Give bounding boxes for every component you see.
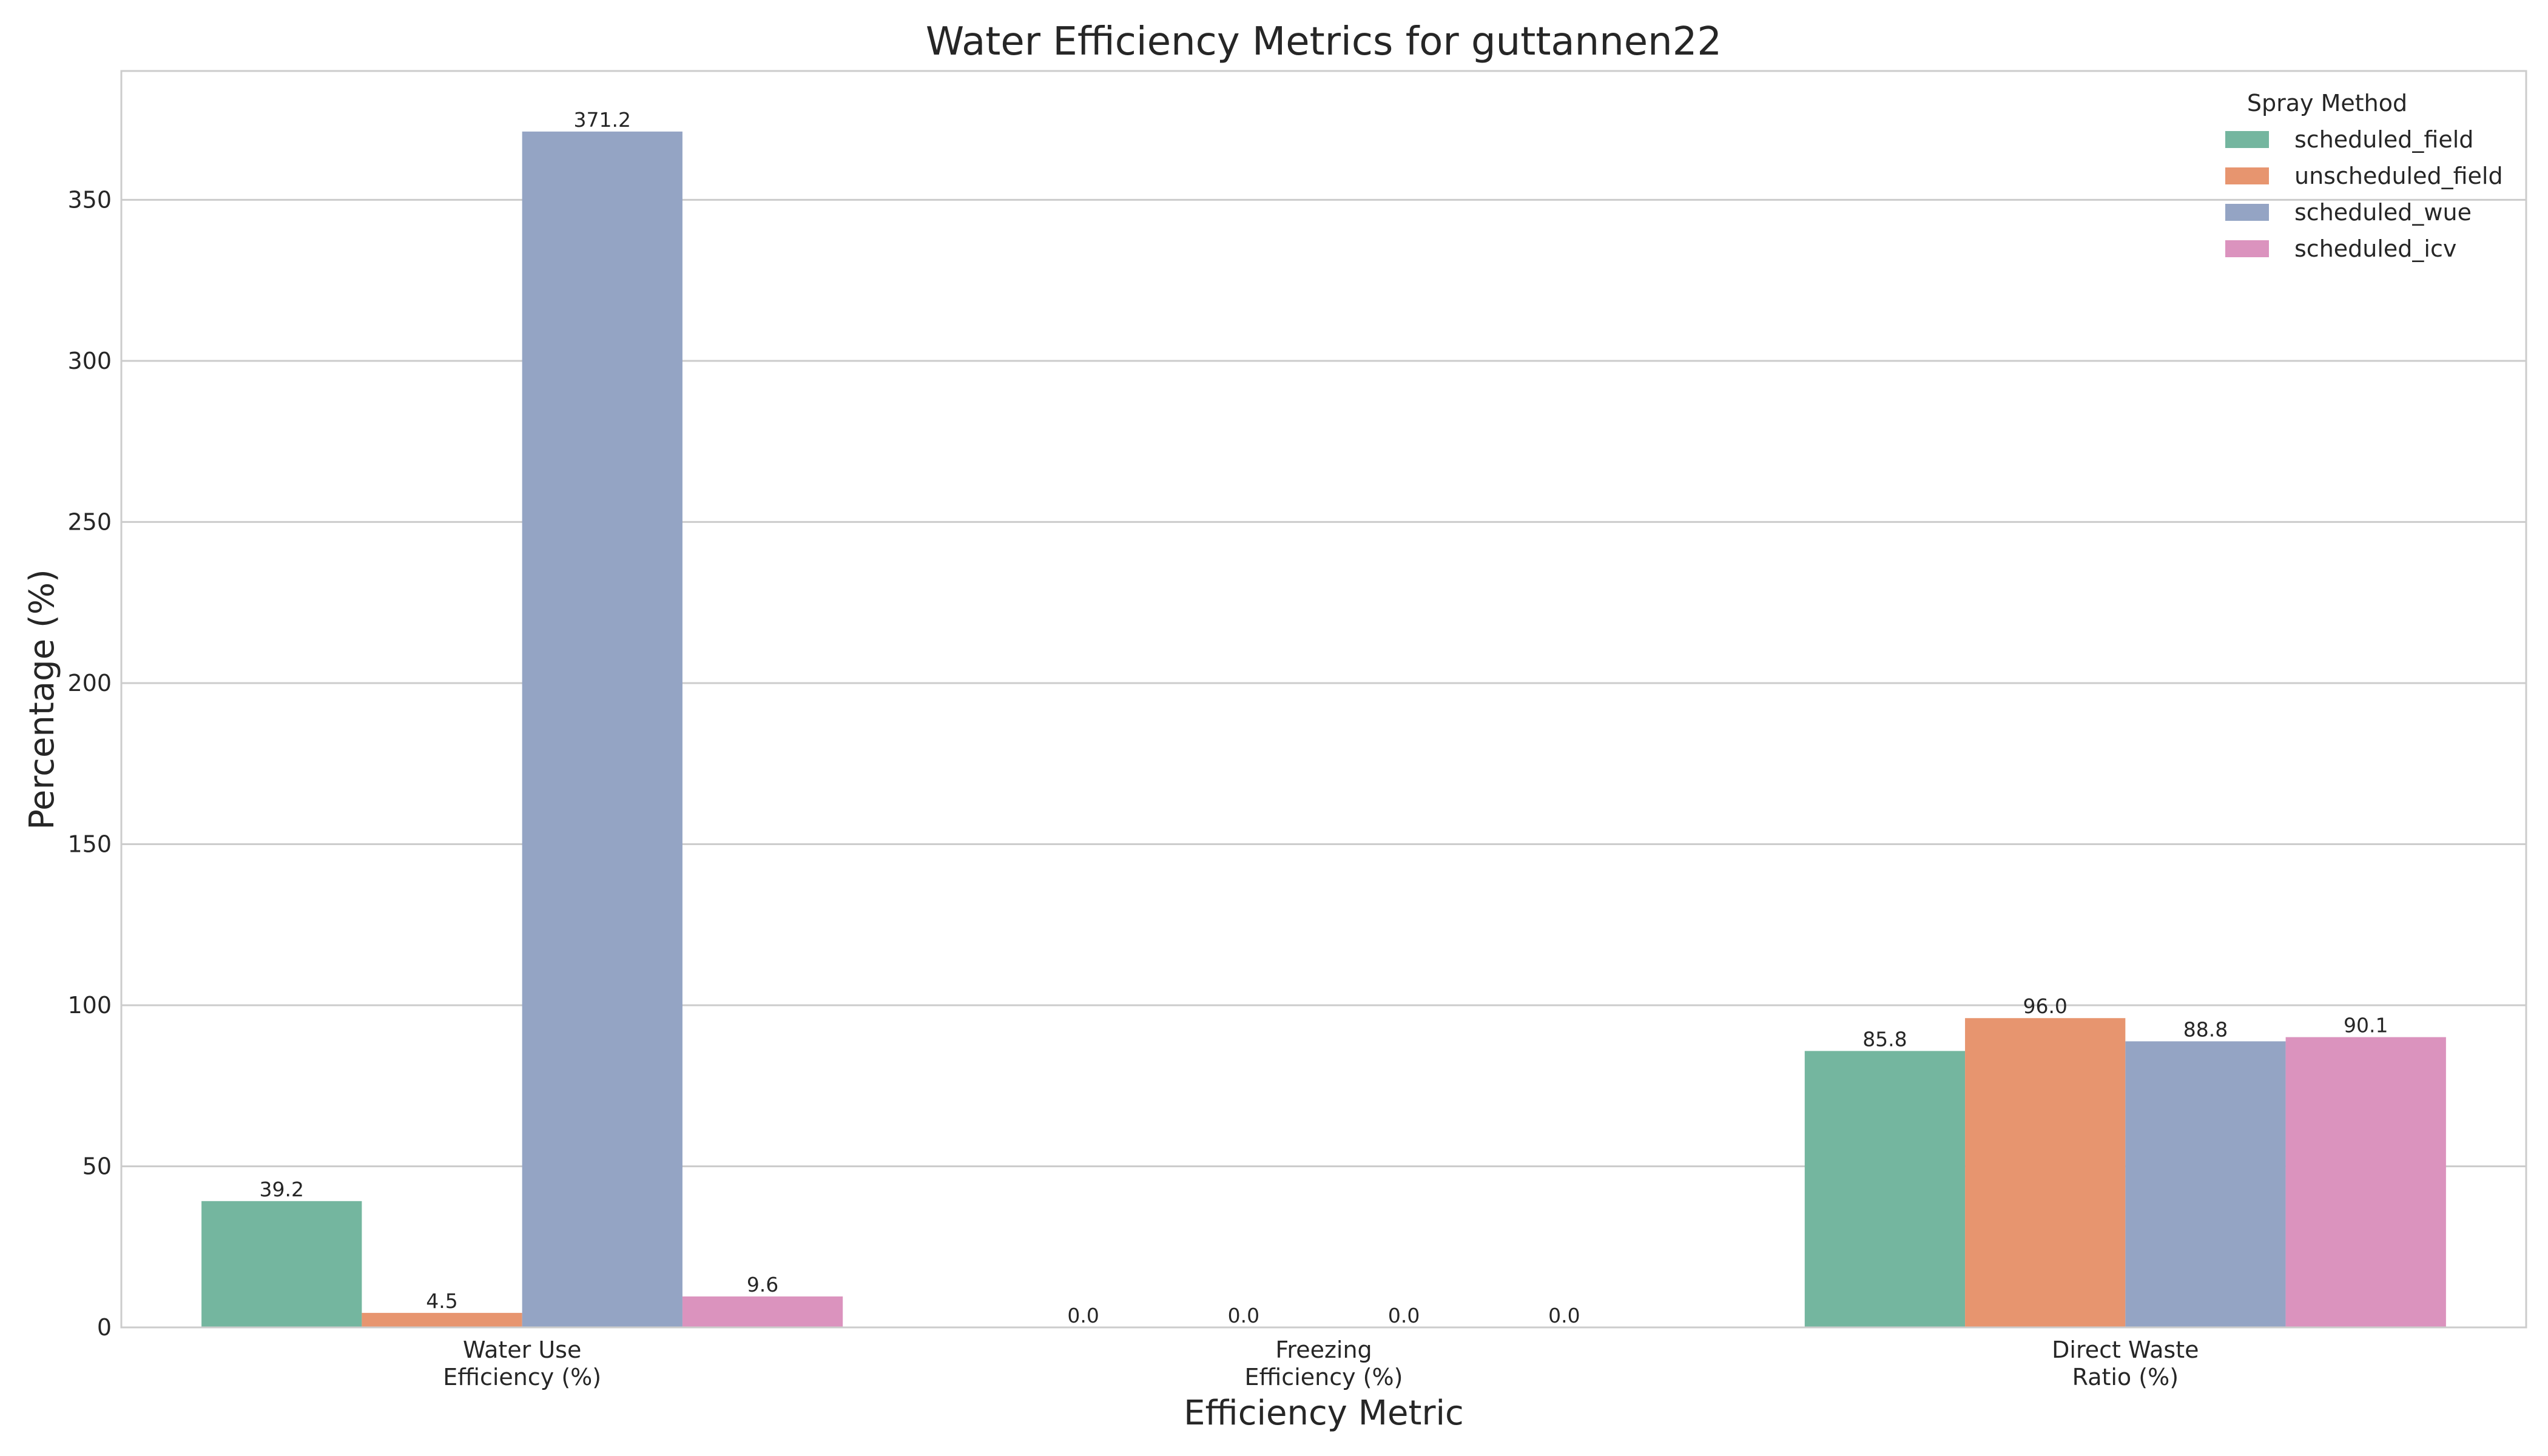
x-tick-label: Water Use: [463, 1336, 581, 1363]
bar-scheduled-wue-2: [2125, 1041, 2286, 1327]
bar-scheduled-field-0: [201, 1201, 362, 1327]
legend-swatch: [2225, 131, 2269, 148]
y-tick-label: 100: [67, 992, 112, 1019]
y-tick-label: 200: [67, 670, 112, 696]
legend-title: Spray Method: [2247, 90, 2407, 116]
y-tick-labels: 0 50 100 150 200 250 300 350: [67, 186, 112, 1341]
bars: [201, 131, 2446, 1328]
data-label: 9.6: [747, 1273, 778, 1296]
x-tick-label: Ratio (%): [2072, 1364, 2179, 1390]
data-label: 0.0: [1388, 1304, 1420, 1327]
y-tick-label: 150: [67, 831, 112, 857]
legend-swatch: [2225, 240, 2269, 257]
data-label: 88.8: [2183, 1017, 2228, 1041]
y-axis-label: Percentage (%): [22, 569, 62, 830]
chart-title: Water Efficiency Metrics for guttannen22: [926, 19, 1722, 64]
data-label: 96.0: [2023, 994, 2067, 1018]
legend-entry: unscheduled_field: [2294, 163, 2503, 189]
data-label: 371.2: [574, 108, 631, 132]
legend: Spray Method scheduled_field unscheduled_…: [2225, 90, 2503, 262]
bar-scheduled-icv-0: [682, 1296, 843, 1327]
bar-scheduled-wue-0: [522, 131, 682, 1328]
legend-entry: scheduled_wue: [2294, 199, 2472, 226]
y-tick-label: 300: [67, 348, 112, 374]
data-label: 39.2: [260, 1178, 304, 1201]
data-label: 90.1: [2344, 1014, 2388, 1037]
legend-swatch: [2225, 204, 2269, 221]
data-label: 0.0: [1548, 1304, 1580, 1327]
bar-scheduled-icv-2: [2285, 1037, 2446, 1327]
data-label: 0.0: [1228, 1304, 1259, 1327]
legend-items: scheduled_field unscheduled_field schedule…: [2225, 126, 2503, 262]
bar-scheduled-field-2: [1804, 1051, 1966, 1327]
legend-entry: scheduled_field: [2294, 126, 2473, 153]
y-tick-label: 50: [83, 1153, 112, 1179]
data-label: 0.0: [1067, 1304, 1099, 1327]
data-label: 4.5: [426, 1289, 457, 1313]
y-tick-label: 250: [67, 508, 112, 535]
x-tick-label: Efficiency (%): [1245, 1364, 1403, 1390]
data-label: 85.8: [1862, 1027, 1907, 1051]
data-labels: 39.2 4.5 371.2 9.6 0.0 0.0 0.0 0.0 85.8 96.0 88.8 9…: [260, 108, 2388, 1327]
plot-frame: [120, 70, 2527, 1329]
x-axis-label: Efficiency Metric: [1184, 1394, 1464, 1433]
y-tick-label: 350: [67, 186, 112, 213]
x-tick-label: Direct Waste: [2052, 1336, 2199, 1363]
legend-swatch: [2225, 167, 2269, 184]
bar-unscheduled-field-0: [362, 1313, 522, 1327]
x-tick-label: Efficiency (%): [443, 1364, 601, 1390]
y-tick-label: 0: [97, 1314, 112, 1341]
x-tick-label: Freezing: [1275, 1336, 1372, 1363]
bar-unscheduled-field-2: [1965, 1018, 2126, 1327]
legend-entry: scheduled_icv: [2294, 235, 2456, 262]
